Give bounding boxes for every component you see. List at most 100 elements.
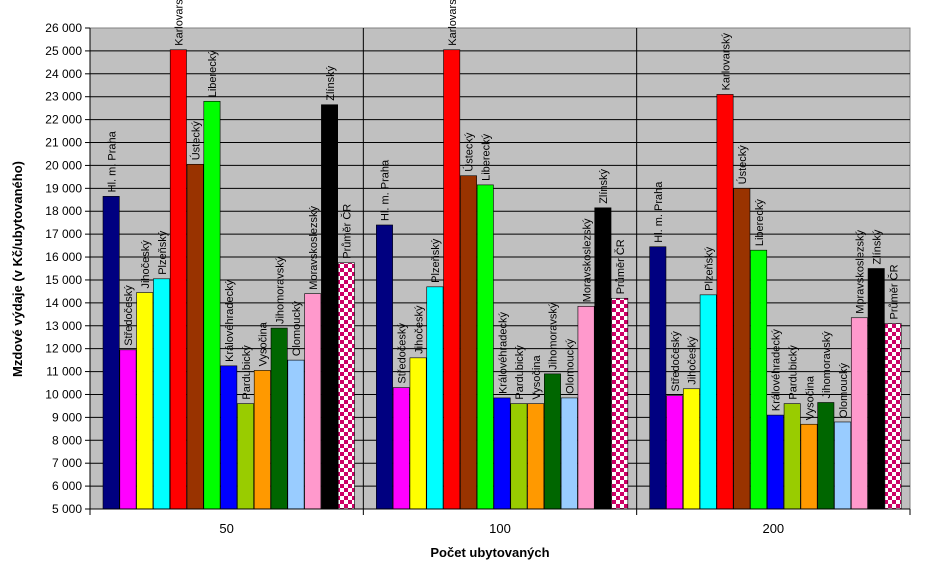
bar (834, 421, 852, 510)
bar (666, 395, 684, 510)
bar (476, 184, 494, 510)
bar (510, 403, 528, 510)
bar (699, 294, 717, 510)
bar-label: Zlínský (871, 229, 883, 264)
y-tick-label: 11 000 (46, 365, 82, 379)
bar-label: Olomoucký (838, 362, 850, 418)
axes: 5 000 6 000 7 000 8 000 9 000 10 000 11 000 12 … (45, 21, 911, 536)
bar-label: Královéhradecký (771, 329, 783, 411)
bar-label: Ústecký (189, 121, 202, 161)
bar (119, 349, 137, 510)
bar (460, 175, 477, 510)
bar (750, 249, 768, 510)
bar (544, 373, 561, 510)
bar-label: Průměr ČR (341, 204, 354, 259)
bar (426, 286, 444, 510)
bar (304, 293, 322, 510)
y-tick-label: 23 000 (45, 90, 82, 104)
bar-label: Karlovarský (447, 0, 459, 46)
bar (203, 100, 221, 510)
bar (577, 305, 595, 510)
bar-label: Moravskoslezský (581, 218, 593, 302)
bar (153, 278, 170, 510)
bar-label: Vysočina (531, 355, 543, 400)
bar (817, 402, 835, 510)
bar (493, 397, 511, 510)
bar-label: Středočeský (397, 323, 409, 384)
bar-label: Jihomoravský (274, 256, 286, 324)
bar (409, 357, 427, 510)
bar (376, 224, 393, 510)
y-tick-label: 21 000 (45, 136, 82, 150)
y-tick-label: 15 000 (45, 273, 82, 287)
bar-label: Středočeský (670, 331, 682, 392)
bar (102, 196, 120, 510)
bar-label: Hl. m. Praha (106, 130, 118, 192)
y-tick-label: 26 000 (45, 21, 82, 35)
x-axis-title: Počet ubytovaných (430, 545, 549, 560)
y-tick-label: 5 000 (52, 502, 82, 516)
bar-label: Průměr ČR (614, 239, 627, 294)
bar-label: Hl. m. Praha (653, 181, 665, 243)
bar-label: Vysočina (804, 375, 816, 420)
y-tick-label: 12 000 (45, 342, 82, 356)
bar-label: Pardubický (241, 345, 253, 400)
x-tick-label: 100 (489, 521, 511, 536)
bar-label: Plzeňský (157, 230, 169, 275)
y-tick-label: 10 000 (45, 387, 82, 401)
bar (783, 403, 801, 510)
bar (337, 262, 355, 510)
bar (392, 387, 410, 510)
y-axis-title: Mzdové výdaje (v Kč/ubytovaného) (10, 161, 25, 377)
bar-label: Liberecký (754, 199, 766, 247)
y-tick-label: 14 000 (45, 296, 82, 310)
bar (443, 49, 461, 510)
bar (270, 327, 288, 510)
bar-label: Moravskoslezský (308, 205, 320, 289)
bar-label: Vysočina (258, 321, 270, 366)
bar (716, 94, 734, 510)
bar (766, 414, 784, 510)
bar-label: Olomoucký (565, 338, 577, 394)
bar-label: Jihočeský (140, 240, 152, 289)
bar-label: Olomoucký (291, 301, 303, 357)
bar-label: Hl. m. Praha (380, 159, 392, 221)
bar (611, 297, 629, 510)
bar-label: Jihomoravský (821, 331, 833, 399)
bar-label: Ústecký (736, 145, 749, 185)
y-tick-label: 22 000 (45, 113, 82, 127)
bar-label: Pardubický (787, 345, 799, 400)
y-tick-label: 9 000 (52, 410, 82, 424)
bar-label: Jihočeský (413, 305, 425, 354)
y-tick-label: 19 000 (45, 181, 82, 195)
bar-label: Zlínský (325, 65, 337, 100)
y-tick-label: 8 000 (52, 433, 82, 447)
y-tick-label: 16 000 (45, 250, 82, 264)
bar (186, 163, 204, 510)
x-tick-label: 50 (219, 521, 233, 536)
bar (594, 207, 612, 510)
bar-label: Pardubický (514, 345, 526, 400)
bar (733, 188, 751, 510)
y-tick-label: 17 000 (45, 227, 82, 241)
bar (527, 403, 545, 510)
bar-label: Středočeský (123, 285, 135, 346)
bar (253, 370, 271, 510)
bar-label: Mpravskoslezský (855, 230, 867, 314)
bar (321, 104, 338, 510)
bar-label: Plzeňský (430, 238, 442, 283)
y-tick-label: 18 000 (45, 204, 82, 218)
bars (102, 49, 902, 510)
bar-label: Královéhradecký (224, 279, 236, 361)
bar (867, 268, 885, 510)
bar-label: Zlínský (598, 168, 610, 203)
bar-label: Liberecký (207, 50, 219, 98)
bar-label: Královéhradecký (497, 311, 509, 393)
bar (136, 292, 154, 510)
bar-label: Karlovarský (720, 32, 732, 90)
bar-label: Jihomoravský (548, 302, 560, 370)
y-tick-label: 7 000 (52, 456, 82, 470)
y-tick-label: 20 000 (45, 158, 82, 172)
bar-label: Průměr ČR (887, 264, 900, 319)
